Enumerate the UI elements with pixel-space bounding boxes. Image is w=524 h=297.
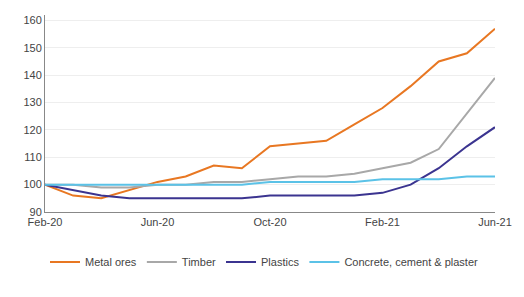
svg-text:Timber: Timber [182, 256, 216, 268]
svg-text:150: 150 [23, 42, 41, 54]
svg-text:110: 110 [24, 151, 42, 163]
svg-text:Jun-21: Jun-21 [478, 216, 512, 228]
svg-text:Oct-20: Oct-20 [253, 216, 286, 228]
svg-text:Plastics: Plastics [261, 256, 299, 268]
svg-text:100: 100 [23, 178, 41, 190]
svg-text:Feb-20: Feb-20 [28, 216, 63, 228]
svg-text:Concrete, cement & plaster: Concrete, cement & plaster [344, 256, 478, 268]
svg-text:140: 140 [23, 69, 41, 81]
svg-text:Feb-21: Feb-21 [365, 216, 400, 228]
svg-text:120: 120 [23, 124, 41, 136]
svg-text:Metal ores: Metal ores [85, 256, 137, 268]
svg-text:160: 160 [23, 14, 41, 26]
svg-text:Jun-20: Jun-20 [141, 216, 175, 228]
svg-text:130: 130 [23, 96, 41, 108]
svg-text:90: 90 [30, 206, 42, 218]
